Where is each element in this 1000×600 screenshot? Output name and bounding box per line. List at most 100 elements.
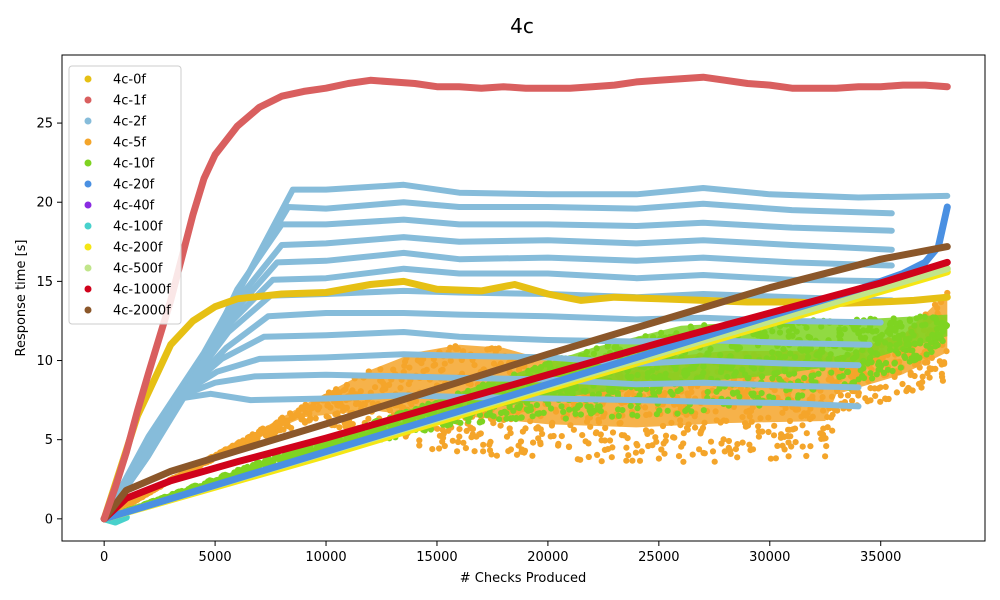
data-point xyxy=(770,432,778,439)
data-point xyxy=(301,417,308,425)
data-point xyxy=(862,395,869,402)
data-point xyxy=(808,372,815,379)
data-point xyxy=(711,458,718,465)
data-trace xyxy=(100,73,951,523)
data-point xyxy=(939,377,947,384)
data-point xyxy=(558,403,565,410)
y-tick-label: 0 xyxy=(45,512,53,527)
y-tick-label: 20 xyxy=(36,196,53,211)
data-point xyxy=(566,406,573,413)
data-point xyxy=(836,373,843,381)
data-point xyxy=(460,439,467,446)
x-tick-label: 5000 xyxy=(199,550,232,565)
data-point xyxy=(725,437,733,445)
data-point xyxy=(770,394,777,401)
data-point xyxy=(893,389,901,396)
data-point xyxy=(837,392,844,399)
legend-marker xyxy=(84,306,92,314)
data-point xyxy=(598,458,605,465)
x-tick-label: 25000 xyxy=(638,550,679,565)
legend-marker xyxy=(84,243,92,251)
x-axis: 0 5000 10000 15000 20000 25000 30000 35000 xyxy=(100,541,901,565)
data-point xyxy=(880,369,888,377)
data-point xyxy=(570,426,578,433)
data-point xyxy=(815,370,822,377)
data-point xyxy=(529,413,536,420)
data-point xyxy=(493,452,500,459)
data-point xyxy=(786,371,793,378)
data-point xyxy=(844,392,852,399)
data-point xyxy=(574,456,581,463)
data-trace xyxy=(101,390,862,522)
data-point xyxy=(487,411,494,418)
data-point xyxy=(906,358,913,365)
data-point xyxy=(579,432,586,439)
legend-marker xyxy=(84,264,92,272)
data-point xyxy=(457,419,464,426)
data-point xyxy=(585,453,592,461)
data-point xyxy=(490,420,497,427)
data-point xyxy=(684,426,691,433)
data-point xyxy=(533,402,541,409)
data-point xyxy=(562,415,569,422)
data-point xyxy=(909,347,916,354)
data-point xyxy=(696,446,703,453)
data-point xyxy=(901,353,908,360)
data-point xyxy=(851,379,858,386)
data-point xyxy=(439,438,446,445)
data-point xyxy=(739,439,746,446)
data-point xyxy=(785,426,792,433)
data-point xyxy=(670,434,677,441)
data-point xyxy=(560,408,567,415)
data-point xyxy=(767,455,775,462)
x-tick-label: 30000 xyxy=(749,550,790,565)
data-point xyxy=(911,352,918,359)
data-point xyxy=(817,430,824,437)
data-point xyxy=(593,429,600,436)
data-point xyxy=(609,444,616,451)
data-point xyxy=(597,408,605,415)
data-point xyxy=(680,440,687,447)
data-point xyxy=(602,424,609,432)
data-point xyxy=(507,446,514,453)
series-4c-1000f xyxy=(100,258,951,523)
data-point xyxy=(721,448,728,455)
data-point xyxy=(594,403,601,410)
data-point xyxy=(680,458,687,465)
chart-title: 4c xyxy=(510,14,534,38)
data-point xyxy=(748,390,755,397)
legend-label: 4c-0f xyxy=(113,73,146,88)
data-point xyxy=(636,457,644,464)
data-point xyxy=(871,385,878,392)
y-tick-label: 10 xyxy=(36,354,53,369)
legend-label: 4c-2f xyxy=(113,115,146,130)
data-point xyxy=(932,365,939,372)
legend-marker xyxy=(84,75,92,83)
legend-marker xyxy=(84,159,92,167)
data-point xyxy=(923,351,930,358)
data-point xyxy=(774,442,781,449)
data-point xyxy=(629,411,636,418)
data-point xyxy=(456,433,463,440)
legend-label: 4c-1000f xyxy=(113,283,171,298)
data-point xyxy=(653,411,661,418)
data-point xyxy=(540,409,547,416)
data-point xyxy=(869,375,876,382)
data-point xyxy=(473,433,480,440)
data-band xyxy=(104,314,948,519)
data-point xyxy=(497,422,504,429)
data-point xyxy=(700,407,707,414)
data-point xyxy=(644,430,651,437)
data-point xyxy=(828,414,835,421)
data-point xyxy=(446,421,454,428)
data-point xyxy=(941,360,948,367)
x-axis-label: # Checks Produced xyxy=(460,571,586,586)
data-point xyxy=(877,398,884,405)
data-point xyxy=(674,410,681,417)
data-point xyxy=(781,446,788,453)
data-point xyxy=(754,394,762,401)
data-point xyxy=(791,425,799,432)
data-point xyxy=(634,405,641,412)
data-point xyxy=(652,434,659,441)
data-point xyxy=(627,402,634,410)
